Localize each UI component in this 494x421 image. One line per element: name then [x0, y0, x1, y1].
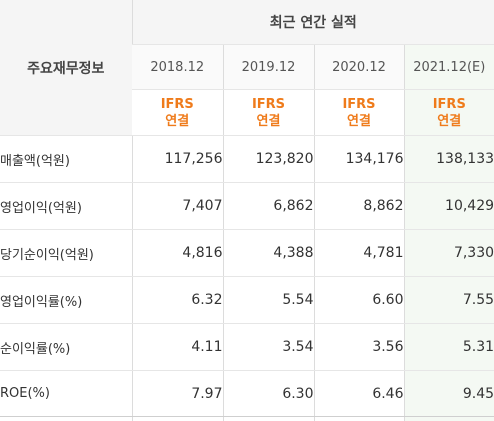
cell-value: 6.46 [314, 371, 404, 417]
basis-standard: IFRS [405, 96, 494, 113]
cell-value: 4,816 [132, 230, 223, 277]
cell-value: 3.54 [223, 324, 314, 371]
cell-value: 117,256 [132, 136, 223, 183]
table-row-net-income: 당기순이익(억원) 4,816 4,388 4,781 7,330 [0, 230, 494, 277]
table-row-net-margin: 순이익률(%) 4.11 3.54 3.56 5.31 [0, 324, 494, 371]
accounting-basis: IFRS 연결 [223, 90, 314, 136]
cell-value: 7,407 [132, 183, 223, 230]
cell-value-estimate: 9.45 [404, 371, 494, 417]
cell-value: 6,862 [223, 183, 314, 230]
corner-label: 주요재무정보 [0, 0, 132, 136]
table-row-operating-profit: 영업이익(억원) 7,407 6,862 8,862 10,429 [0, 183, 494, 230]
table-header: 주요재무정보 최근 연간 실적 2018.12 2019.12 2020.12 … [0, 0, 494, 136]
row-label: ROE(%) [0, 371, 132, 417]
group-header: 최근 연간 실적 [132, 0, 494, 45]
basis-standard: IFRS [132, 96, 223, 113]
cell-value: 4,388 [223, 230, 314, 277]
cell-value: 5.54 [223, 277, 314, 324]
cell-value-estimate: 5.31 [404, 324, 494, 371]
basis-scope: 연결 [132, 113, 223, 130]
basis-scope: 연결 [224, 113, 314, 130]
cell-value: 6.60 [314, 277, 404, 324]
cell-value-estimate: 10,429 [404, 183, 494, 230]
row-continuation-cell [314, 417, 404, 421]
row-continuation-cell [223, 417, 314, 421]
cell-value: 6.32 [132, 277, 223, 324]
cell-value-estimate: 138,133 [404, 136, 494, 183]
year-header: 2018.12 [132, 45, 223, 90]
basis-scope: 연결 [405, 113, 494, 130]
cell-value: 134,176 [314, 136, 404, 183]
row-continuation-cell [132, 417, 223, 421]
accounting-basis: IFRS 연결 [314, 90, 404, 136]
basis-standard: IFRS [315, 96, 404, 113]
basis-standard: IFRS [224, 96, 314, 113]
cell-value: 6.30 [223, 371, 314, 417]
cell-value: 8,862 [314, 183, 404, 230]
accounting-basis: IFRS 연결 [132, 90, 223, 136]
table-row-continuation [0, 417, 494, 421]
row-label: 매출액(억원) [0, 136, 132, 183]
table-row-operating-margin: 영업이익률(%) 6.32 5.54 6.60 7.55 [0, 277, 494, 324]
cell-value: 4,781 [314, 230, 404, 277]
year-header: 2019.12 [223, 45, 314, 90]
accounting-basis-estimate: IFRS 연결 [404, 90, 494, 136]
header-row-group: 주요재무정보 최근 연간 실적 [0, 0, 494, 45]
year-header-estimate: 2021.12(E) [404, 45, 494, 90]
basis-scope: 연결 [315, 113, 404, 130]
table-row-revenue: 매출액(억원) 117,256 123,820 134,176 138,133 [0, 136, 494, 183]
row-label: 영업이익(억원) [0, 183, 132, 230]
table-row-roe: ROE(%) 7.97 6.30 6.46 9.45 [0, 371, 494, 417]
row-continuation-cell [0, 417, 132, 421]
cell-value-estimate: 7,330 [404, 230, 494, 277]
row-continuation-cell [404, 417, 494, 421]
row-label: 순이익률(%) [0, 324, 132, 371]
cell-value: 123,820 [223, 136, 314, 183]
cell-value-estimate: 7.55 [404, 277, 494, 324]
cell-value: 4.11 [132, 324, 223, 371]
row-label: 당기순이익(억원) [0, 230, 132, 277]
cell-value: 7.97 [132, 371, 223, 417]
cell-value: 3.56 [314, 324, 404, 371]
row-label: 영업이익률(%) [0, 277, 132, 324]
table-body: 매출액(억원) 117,256 123,820 134,176 138,133 … [0, 136, 494, 421]
year-header: 2020.12 [314, 45, 404, 90]
